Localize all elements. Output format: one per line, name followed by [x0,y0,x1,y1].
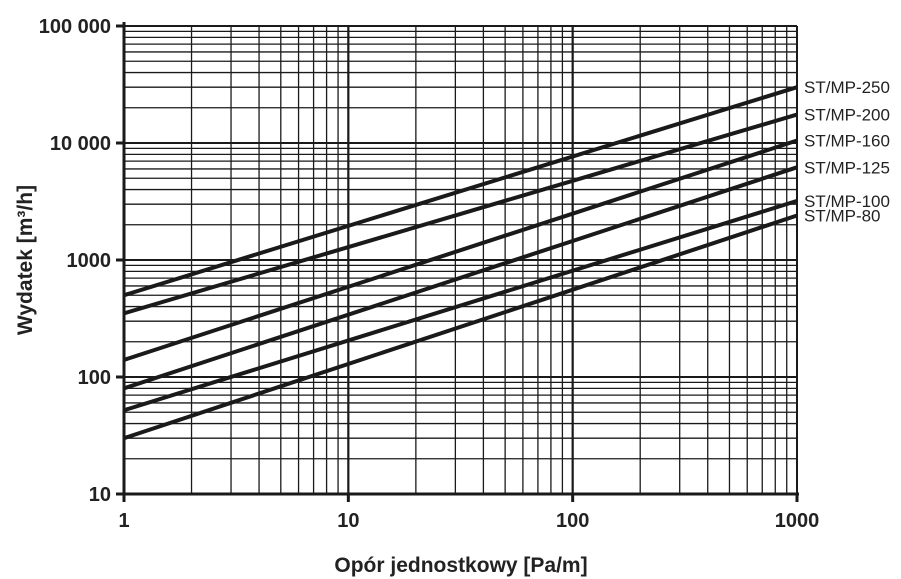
series-line-st-mp-250 [123,85,798,298]
series-line-st-mp-200 [123,112,798,316]
series-label: ST/MP-200 [804,106,890,125]
x-axis-title: Opór jednostkowy [Pa/m] [334,554,587,577]
y-tick-labels: 10 100 1000 10 000 100 000 [39,16,111,506]
x-tick-labels: 1 10 100 1000 [118,510,819,532]
x-tick-label: 10 [337,510,359,532]
y-axis-title: Wydatek [m³/h] [14,185,37,335]
y-tick-label: 1000 [67,250,112,272]
y-tick-label: 10 000 [50,133,111,155]
x-tick-label: 1000 [775,510,820,532]
grid [123,25,798,495]
series-line-st-mp-125 [123,165,798,391]
series-label: ST/MP-125 [804,158,890,177]
y-tick-label: 10 [89,484,111,506]
series-line-st-mp-160 [123,138,798,362]
x-tick-label: 1 [118,510,129,532]
series-label: ST/MP-160 [804,132,890,151]
y-tick-label: 100 [78,367,111,389]
series-line-st-mp-80 [123,213,798,441]
series-line-st-mp-100 [123,198,798,413]
series-label: ST/MP-100 [804,192,890,211]
series-labels: ST/MP-250 ST/MP-200 ST/MP-160 ST/MP-125 ST/M… [804,78,890,225]
series-label: ST/MP-80 [804,207,881,226]
series-label: ST/MP-250 [804,78,890,97]
axes [116,22,799,502]
series-lines [123,85,798,441]
x-tick-label: 100 [556,510,589,532]
y-tick-label: 100 000 [39,16,111,38]
